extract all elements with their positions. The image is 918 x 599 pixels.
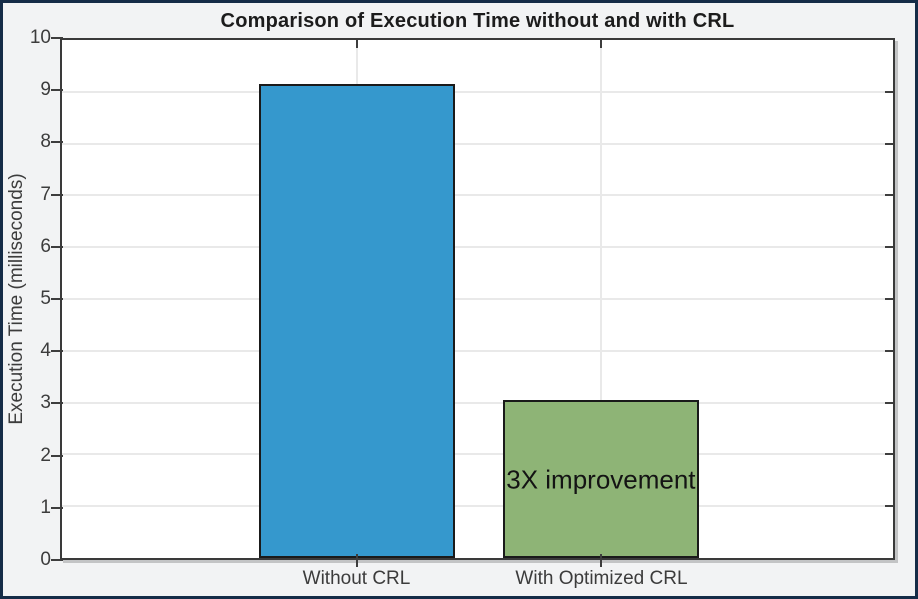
- y-axis-tick-left: [51, 350, 63, 353]
- x-axis-tick-bottom: [600, 554, 603, 567]
- y-tick-label: 1: [40, 496, 51, 518]
- y-gridline: [62, 246, 893, 249]
- chart-title: Comparison of Execution Time without and…: [220, 10, 735, 32]
- y-tick-label: 6: [40, 235, 51, 257]
- x-category-label: With Optimized CRL: [515, 568, 688, 589]
- y-gridline: [62, 298, 893, 300]
- y-gridline: [62, 90, 893, 93]
- y-tick-label: 0: [40, 549, 51, 570]
- y-gridline: [62, 194, 893, 197]
- y-tick-label: 9: [40, 79, 51, 101]
- y-gridline: [62, 453, 893, 456]
- y-axis-tick-left: [51, 298, 63, 300]
- y-axis-tick-right: [885, 194, 893, 197]
- y-tick-label: 8: [40, 131, 51, 153]
- y-axis-tick-right: [885, 142, 893, 145]
- y-axis-tick-right: [885, 453, 893, 456]
- plot-area: 3X improvement: [60, 38, 895, 560]
- y-tick-label: 2: [40, 444, 51, 466]
- y-axis-tick-right: [885, 401, 893, 404]
- y-axis-tick-right: [885, 90, 893, 93]
- y-gridline: [62, 401, 893, 404]
- bar-without-crl: [259, 84, 456, 558]
- y-axis-tick-right: [885, 349, 893, 352]
- y-axis-tick-right: [885, 505, 893, 508]
- y-tick-label: 4: [40, 340, 51, 362]
- y-tick-label: 3: [40, 392, 51, 414]
- x-gridline: [599, 40, 602, 558]
- y-axis-tick-left: [51, 245, 63, 248]
- y-axis-tick-left: [51, 454, 63, 457]
- x-axis-tick-bottom: [355, 554, 358, 567]
- y-axis-tick-right: [885, 246, 893, 249]
- y-axis-tick-left: [51, 193, 63, 196]
- y-tick-label: 7: [40, 183, 51, 205]
- y-axis-tick-left: [51, 89, 63, 92]
- y-tick-label: 10: [29, 27, 51, 48]
- x-category-label: Without CRL: [302, 568, 411, 589]
- x-axis-tick-top: [356, 40, 359, 48]
- y-axis-tick-right: [885, 298, 893, 300]
- bar-annotation-text: 3X improvement: [506, 464, 696, 495]
- y-gridline: [62, 142, 893, 145]
- y-axis-tick-left: [51, 559, 63, 561]
- y-axis-tick-left: [51, 37, 63, 39]
- y-axis-tick-left: [51, 141, 63, 144]
- y-axis-tick-left: [51, 402, 63, 405]
- y-gridline: [62, 505, 893, 508]
- y-tick-label: 5: [40, 288, 51, 309]
- y-gridline: [62, 349, 893, 352]
- y-axis-tick-left: [51, 506, 63, 509]
- x-axis-tick-top: [599, 40, 602, 48]
